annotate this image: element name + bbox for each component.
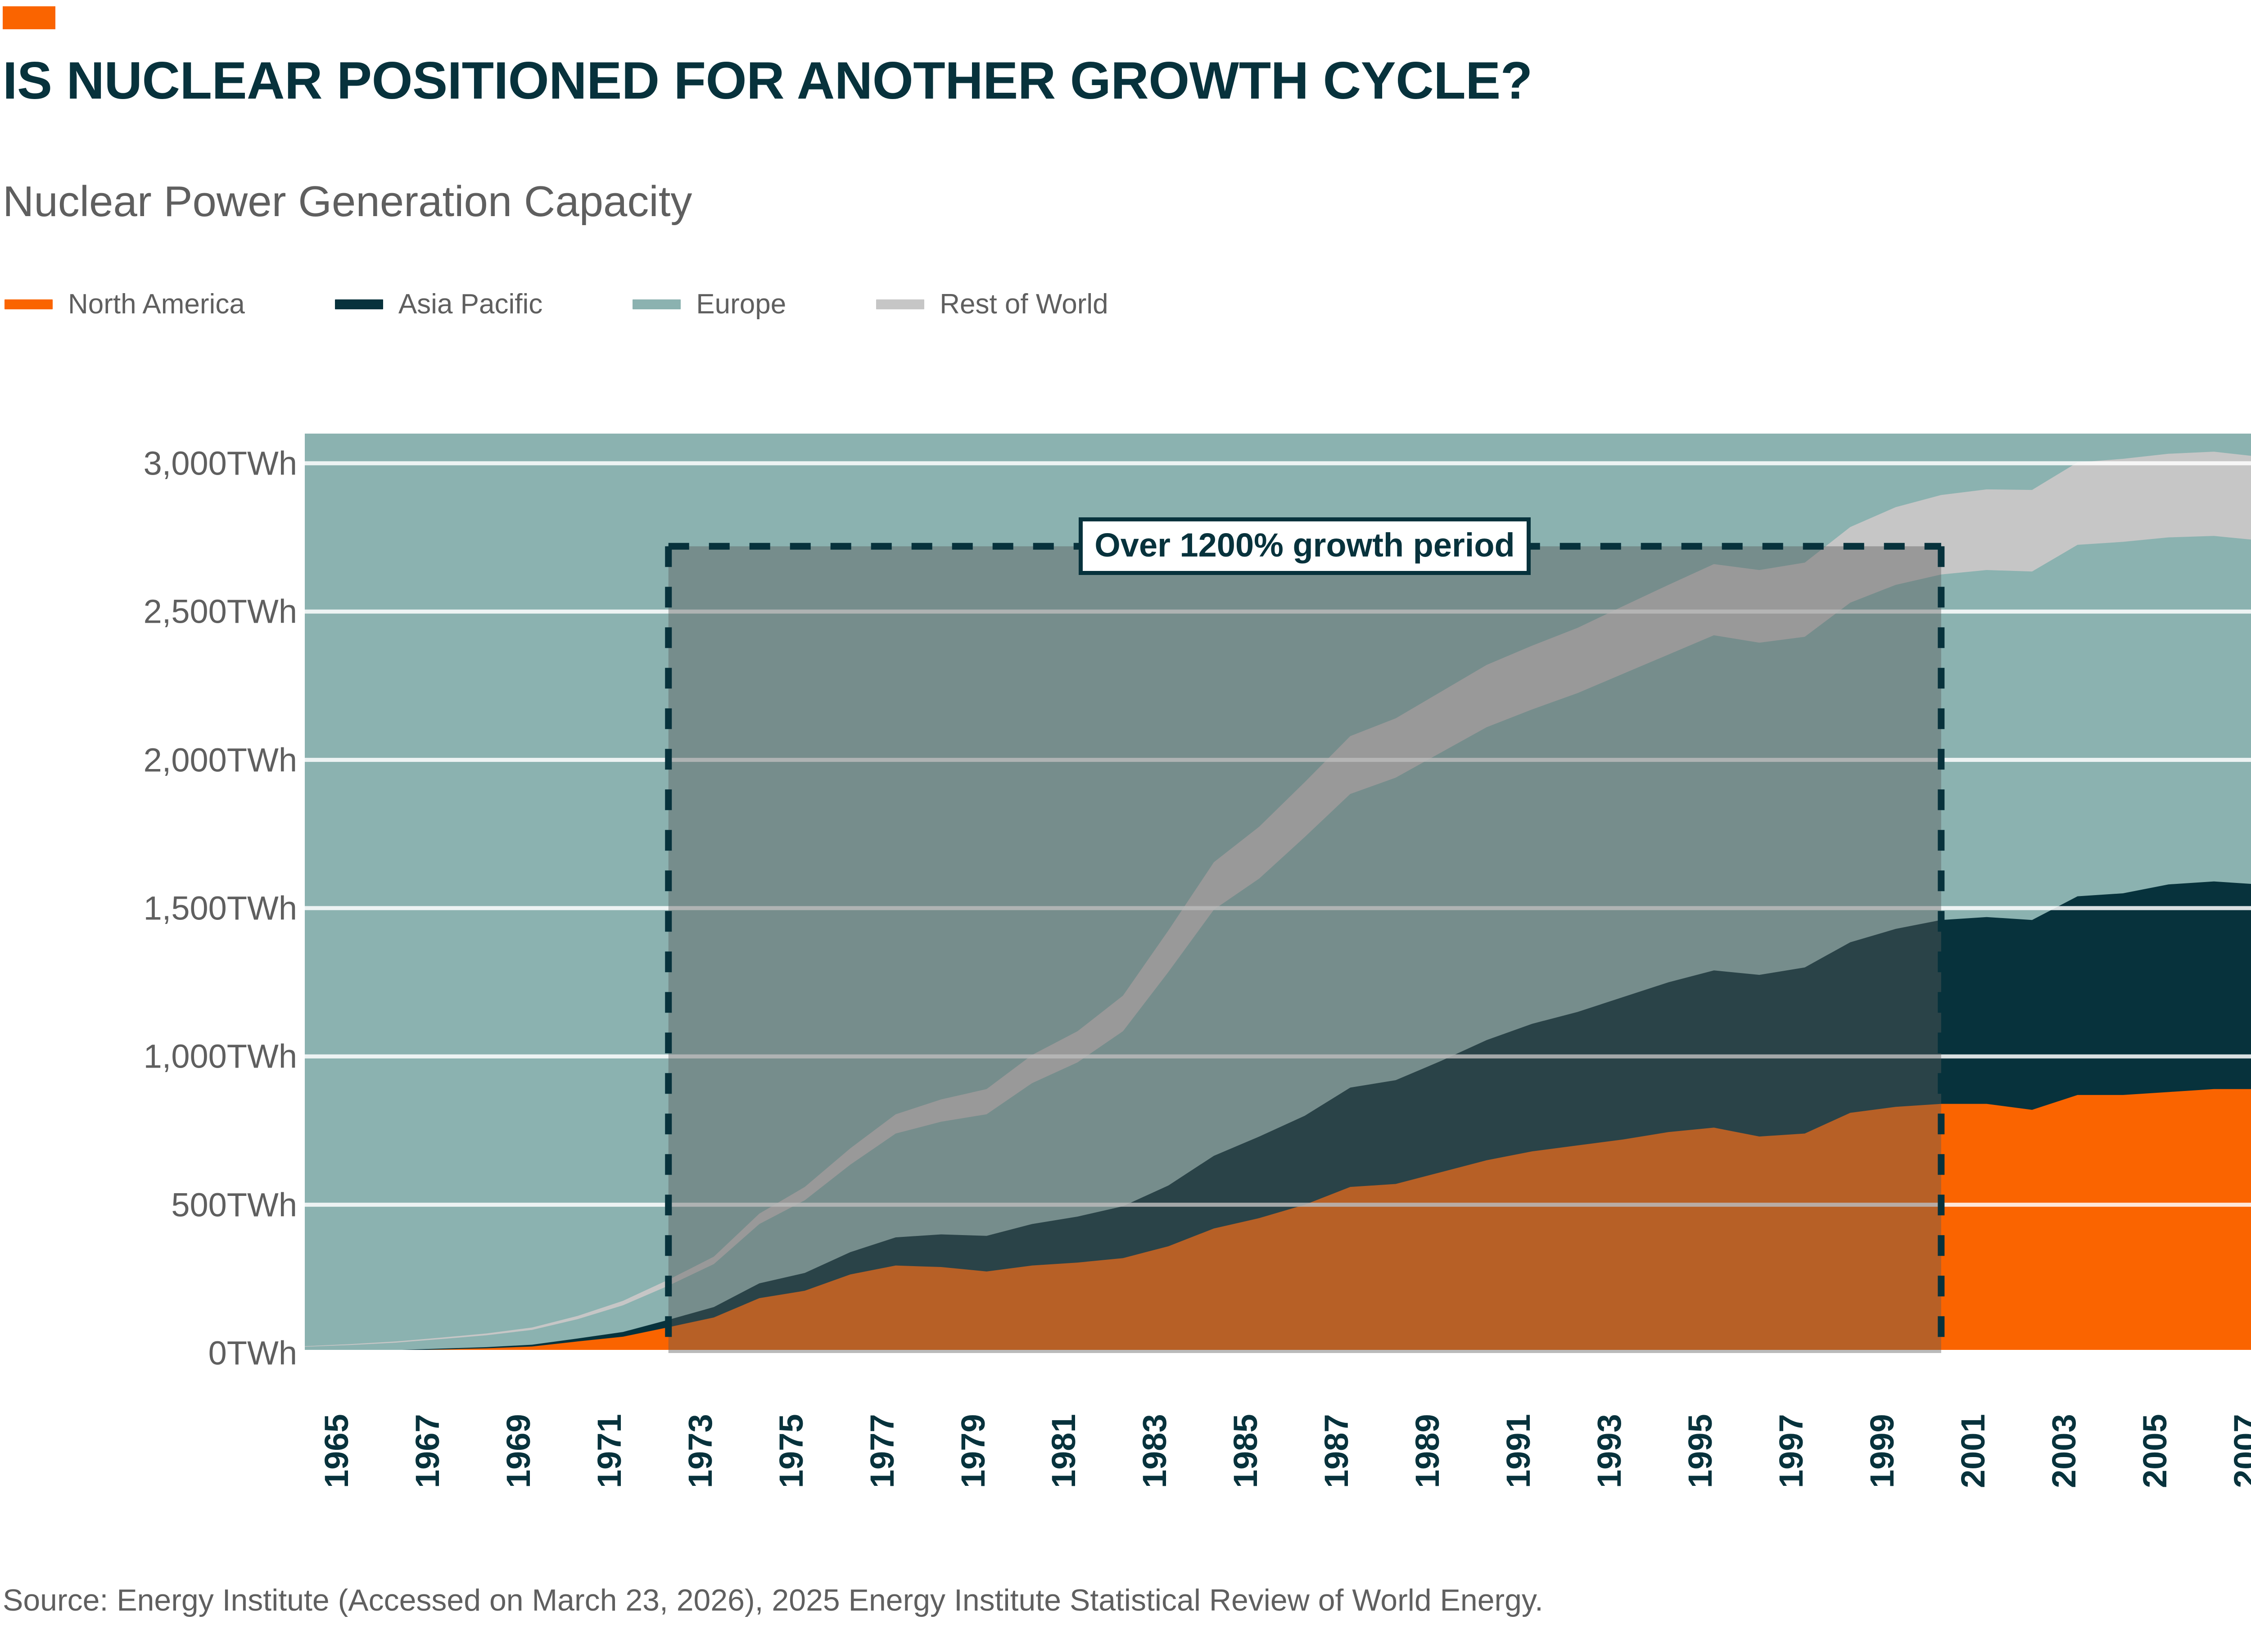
- y-axis-tick: 1,500TWh: [143, 889, 297, 927]
- legend-item-asia-pacific[interactable]: Asia Pacific: [334, 288, 543, 320]
- chart-subtitle: Nuclear Power Generation Capacity: [3, 177, 692, 226]
- x-axis-tick: 1999: [1863, 1414, 1901, 1488]
- x-axis-tick: 1997: [1772, 1414, 1810, 1488]
- x-axis-tick: 1987: [1318, 1414, 1356, 1488]
- x-axis-tick: 1983: [1136, 1414, 1174, 1488]
- x-axis-tick: 1975: [772, 1414, 810, 1488]
- source-note: Source: Energy Institute (Accessed on Ma…: [3, 1583, 1543, 1617]
- legend-label-asia-pacific: Asia Pacific: [398, 289, 543, 320]
- x-axis-tick: 2005: [2136, 1414, 2174, 1488]
- legend-swatch-asia-pacific: [334, 299, 383, 309]
- growth-period-annotation: Over 1200% growth period: [1079, 517, 1531, 575]
- legend-item-europe[interactable]: Europe: [633, 288, 786, 320]
- legend-label-rest-of-world: Rest of World: [940, 289, 1108, 320]
- y-axis-tick: 3,000TWh: [143, 444, 297, 482]
- legend-swatch-rest-of-world: [876, 299, 925, 309]
- x-axis-tick: 1993: [1591, 1414, 1628, 1488]
- y-axis-tick: 500TWh: [171, 1186, 297, 1224]
- x-axis-tick: 1973: [681, 1414, 719, 1488]
- legend-swatch-europe: [633, 299, 681, 309]
- y-axis-tick: 2,000TWh: [143, 741, 297, 779]
- x-axis-tick: 2007: [2227, 1414, 2251, 1488]
- x-axis-tick: 1967: [408, 1414, 446, 1488]
- x-axis-tick: 1977: [863, 1414, 901, 1488]
- legend-item-rest-of-world[interactable]: Rest of World: [876, 288, 1108, 320]
- x-axis-tick: 2001: [1954, 1414, 1992, 1488]
- x-axis-tick: 1989: [1409, 1414, 1446, 1488]
- x-axis-tick: 1985: [1227, 1414, 1265, 1488]
- x-axis-tick: 1969: [499, 1414, 537, 1488]
- x-axis-tick: 1991: [1500, 1414, 1537, 1488]
- x-axis-tick: 2003: [2045, 1414, 2083, 1488]
- x-axis-tick: 1971: [590, 1414, 628, 1488]
- y-axis-tick: 2,500TWh: [143, 593, 297, 630]
- page-title: IS NUCLEAR POSITIONED FOR ANOTHER GROWTH…: [3, 51, 1532, 110]
- x-axis-tick: 1981: [1045, 1414, 1083, 1488]
- legend-swatch-north-america: [5, 299, 53, 309]
- legend-item-north-america[interactable]: North America: [5, 288, 245, 320]
- x-axis-tick: 1979: [954, 1414, 992, 1488]
- legend-label-europe: Europe: [696, 289, 786, 320]
- x-axis-tick: 1965: [318, 1414, 355, 1488]
- y-axis-tick: 1,000TWh: [143, 1037, 297, 1075]
- x-axis-tick: 1995: [1681, 1414, 1719, 1488]
- legend-label-north-america: North America: [68, 289, 245, 320]
- accent-bar: [3, 6, 55, 29]
- chart-legend: North America Asia Pacific Europe Rest o…: [5, 288, 1198, 320]
- y-axis-tick: 0TWh: [208, 1334, 297, 1372]
